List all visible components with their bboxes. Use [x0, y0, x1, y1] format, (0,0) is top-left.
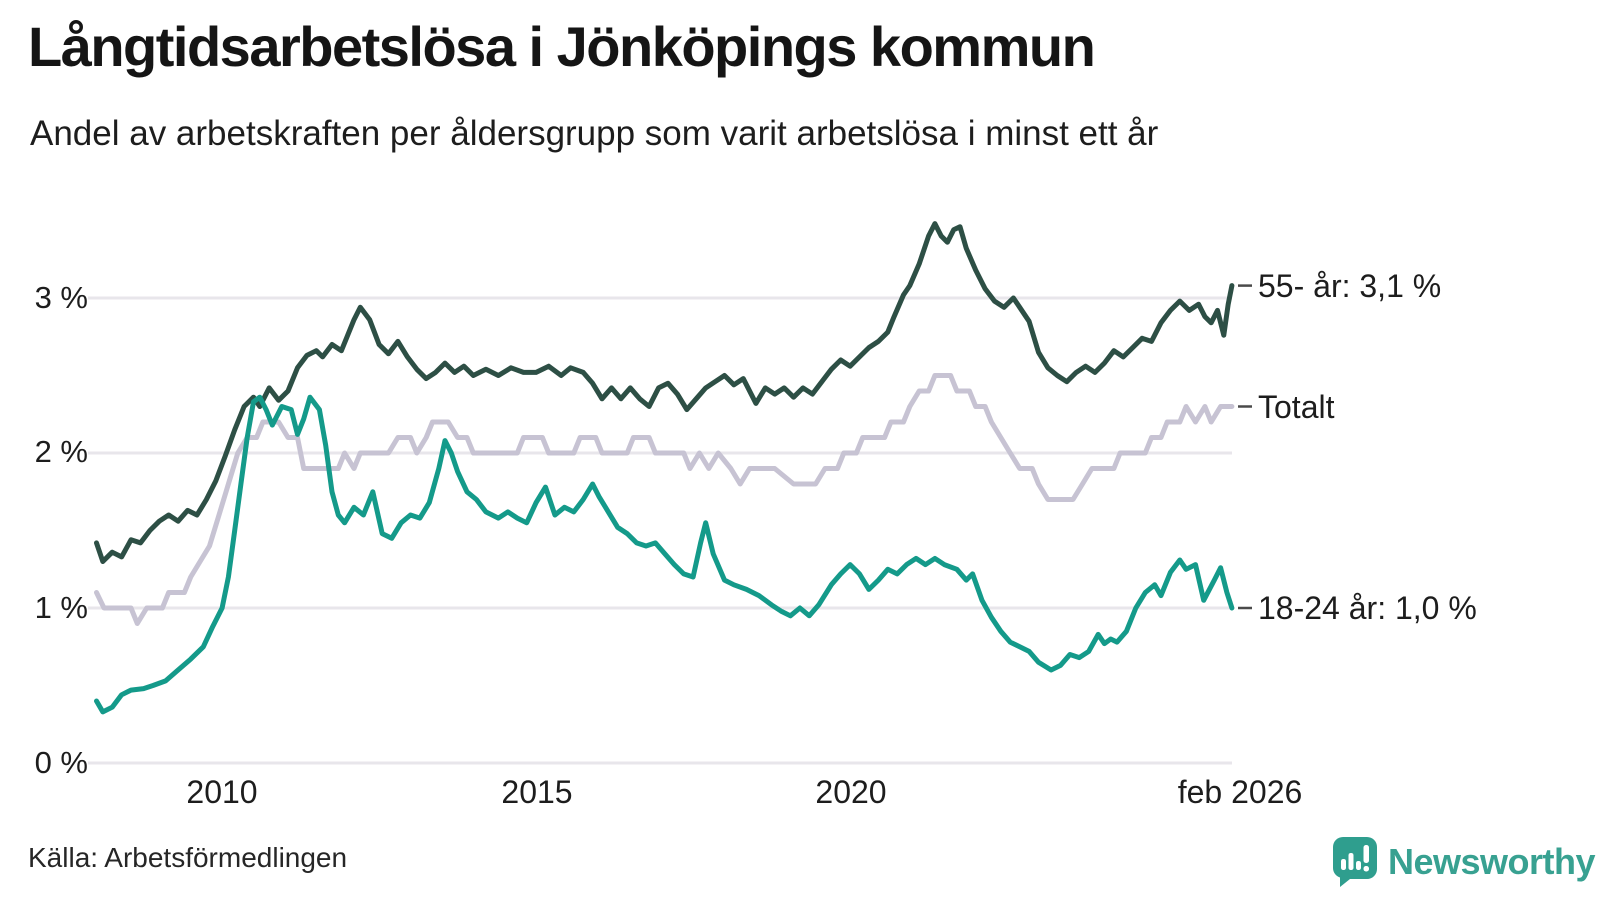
newsworthy-wordmark: Newsworthy — [1388, 841, 1596, 882]
x-axis-tick-2010: 2010 — [186, 774, 258, 810]
series-lines — [94, 221, 1235, 715]
page-subtitle: Andel av arbetskraften per åldersgrupp s… — [30, 114, 1159, 153]
series-end-label-18-24: 18-24 år: 1,0 % — [1258, 590, 1477, 626]
series-line-Totalt — [94, 373, 1235, 626]
source-credit: Källa: Arbetsförmedlingen — [28, 842, 348, 873]
newsworthy-logo-icon — [1333, 837, 1377, 887]
logo-bar-short — [1341, 859, 1346, 870]
newsworthy-branding: Newsworthy — [1332, 836, 1596, 888]
logo-exclamation-dot — [1363, 866, 1369, 872]
gridlines — [88, 296, 1232, 765]
logo-bar-mid — [1356, 861, 1361, 870]
page-title: Långtidsarbetslösa i Jönköpings kommun — [28, 15, 1096, 78]
x-axis-tick-2015: 2015 — [501, 774, 573, 810]
x-axis-tick-feb-2026: feb 2026 — [1177, 774, 1303, 810]
series-line-18-24 år — [94, 394, 1235, 715]
label-ticks — [1238, 284, 1252, 610]
logo-bar-tall — [1348, 853, 1354, 870]
series-end-label-55: 55- år: 3,1 % — [1258, 267, 1442, 304]
logo-exclamation-bar — [1363, 845, 1369, 863]
series-end-label-totalt: Totalt — [1258, 388, 1335, 425]
y-axis-tick-0: 0 % — [34, 745, 88, 780]
x-axis-tick-2020: 2020 — [815, 774, 887, 810]
y-axis-tick-2: 2 % — [34, 434, 88, 469]
y-axis-tick-1: 1 % — [34, 590, 88, 625]
series-line-55- år — [94, 221, 1235, 564]
y-axis-tick-3: 3 % — [34, 280, 88, 315]
